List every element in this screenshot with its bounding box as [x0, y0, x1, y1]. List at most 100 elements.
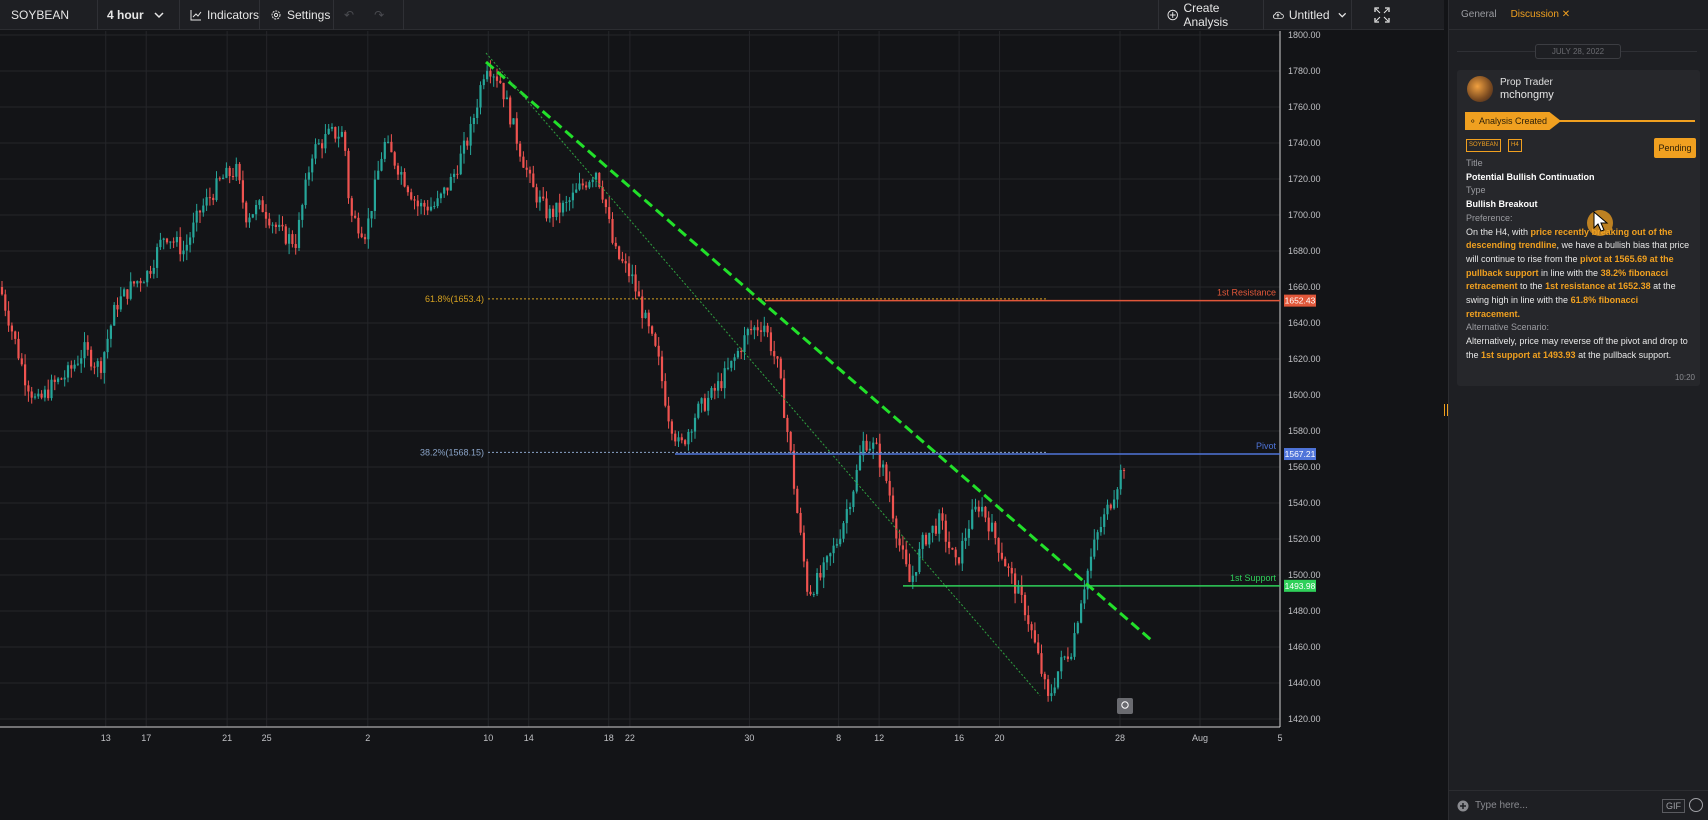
candle-body	[30, 391, 33, 398]
level-label: Pivot	[1256, 441, 1277, 451]
candle-body	[103, 352, 106, 373]
candle-body	[855, 470, 858, 492]
candle-body	[967, 528, 970, 538]
symbol-label: SOYBEAN	[11, 8, 70, 22]
tab-general[interactable]: General	[1461, 9, 1497, 20]
candle-body	[311, 158, 314, 173]
fibonacci-line	[485, 52, 1041, 696]
candle-body	[350, 198, 353, 216]
candle-body	[142, 282, 145, 284]
candle-body	[585, 185, 588, 188]
username[interactable]: mchongmy	[1500, 89, 1554, 101]
gif-button[interactable]: GIF	[1662, 799, 1685, 813]
preference-segment: at the swing high in line with the	[1466, 281, 1676, 306]
banner-label: Analysis Created	[1479, 116, 1548, 126]
tab-discussion[interactable]: Discussion ✕	[1511, 9, 1571, 20]
candle-body	[387, 141, 390, 143]
candle-body	[472, 117, 475, 124]
candle-body	[215, 178, 218, 201]
y-tick-label: 1760.00	[1288, 102, 1321, 112]
message-time: 10:20	[1674, 373, 1695, 382]
candle-body	[1103, 514, 1106, 527]
candle-body	[898, 538, 901, 546]
candle-body	[736, 350, 739, 358]
x-tick-label: 14	[524, 733, 534, 743]
y-tick-label: 1660.00	[1288, 282, 1321, 292]
candle-body	[1086, 570, 1089, 590]
candle-body	[710, 387, 713, 398]
emoji-icon[interactable]	[1689, 798, 1703, 812]
y-tick-label: 1480.00	[1288, 606, 1321, 616]
plus-circle-icon[interactable]	[1457, 800, 1469, 812]
candle-body	[552, 208, 555, 217]
candle-body	[558, 202, 561, 213]
chart-canvas[interactable]: 1420.00 1440.00 1460.00 1480.00 1500.00 1520.…	[0, 31, 1444, 820]
candle-body	[651, 326, 654, 334]
x-tick-label: 13	[101, 733, 111, 743]
x-tick-label: 21	[222, 733, 232, 743]
preference-segment: 38.2% fibonacci retracement	[1466, 267, 1669, 292]
candle-body	[730, 360, 733, 368]
price-chart[interactable]: 1420.00 1440.00 1460.00 1480.00 1500.00 1520.…	[0, 31, 1444, 820]
y-tick-label: 1460.00	[1288, 642, 1321, 652]
redo-icon[interactable]: ↷	[374, 8, 385, 22]
analysis-card: Prop Trader mchongmy ⚬ Analysis Created …	[1457, 70, 1700, 386]
candle-body	[608, 207, 611, 219]
candle-body	[779, 358, 782, 379]
fullscreen-button[interactable]	[1352, 0, 1416, 30]
candle-body	[601, 186, 604, 200]
preference-segment: 1st resistance at 1652.38	[1545, 281, 1651, 292]
candle-body	[627, 263, 631, 277]
date-badge: JULY 28, 2022	[1535, 44, 1621, 59]
indicators-button[interactable]: Indicators	[180, 0, 260, 30]
candle-body	[660, 356, 664, 382]
candle-body	[512, 118, 515, 125]
x-tick-label: 12	[874, 733, 884, 743]
candle-body	[624, 261, 627, 264]
candle-body	[644, 312, 647, 319]
create-analysis-button[interactable]: Create Analysis	[1158, 0, 1264, 30]
close-icon[interactable]: ✕	[1561, 9, 1571, 20]
interval-selector[interactable]: 4 hour	[98, 0, 180, 30]
candle-body	[47, 389, 50, 399]
candle-body	[703, 398, 706, 411]
candle-body	[367, 218, 370, 240]
candle-body	[571, 192, 574, 201]
candle-body	[80, 358, 83, 364]
candle-body	[248, 217, 251, 223]
status-badge[interactable]: Pending	[1654, 138, 1696, 158]
candle-body	[93, 366, 96, 368]
layout-selector[interactable]: Untitled	[1264, 0, 1352, 30]
x-tick-label: Aug	[1192, 733, 1208, 743]
candle-body	[330, 127, 334, 129]
y-tick-label: 1420.00	[1288, 714, 1321, 724]
candle-body	[598, 172, 601, 187]
candle-body	[222, 177, 225, 180]
candle-body	[690, 431, 693, 433]
candle-body	[159, 239, 162, 248]
candle-body	[802, 532, 805, 562]
preference-text: On the H4, with price recently breaking …	[1466, 226, 1694, 322]
candle-body	[57, 378, 60, 382]
message-input[interactable]	[1475, 800, 1655, 811]
symbol-selector[interactable]: SOYBEAN	[0, 0, 98, 30]
candle-body	[591, 179, 594, 183]
candle-body	[835, 544, 838, 546]
candle-body	[344, 131, 347, 151]
candle-body	[360, 233, 363, 238]
candle-body	[987, 517, 990, 532]
candle-body	[641, 296, 644, 319]
candle-body	[152, 267, 155, 274]
candle-body	[1033, 630, 1036, 643]
panel-resize-handle[interactable]	[1444, 404, 1448, 416]
candle-body	[241, 180, 244, 203]
candle-body	[565, 201, 568, 203]
candle-body	[997, 538, 1000, 553]
settings-button[interactable]: Settings	[260, 0, 334, 30]
candle-body	[789, 431, 792, 451]
candle-body	[96, 361, 99, 367]
alternative-text: Alternatively, price may reverse off the…	[1466, 335, 1694, 362]
candle-body	[578, 183, 581, 190]
undo-icon[interactable]: ↶	[344, 8, 355, 22]
avatar[interactable]	[1467, 76, 1493, 102]
